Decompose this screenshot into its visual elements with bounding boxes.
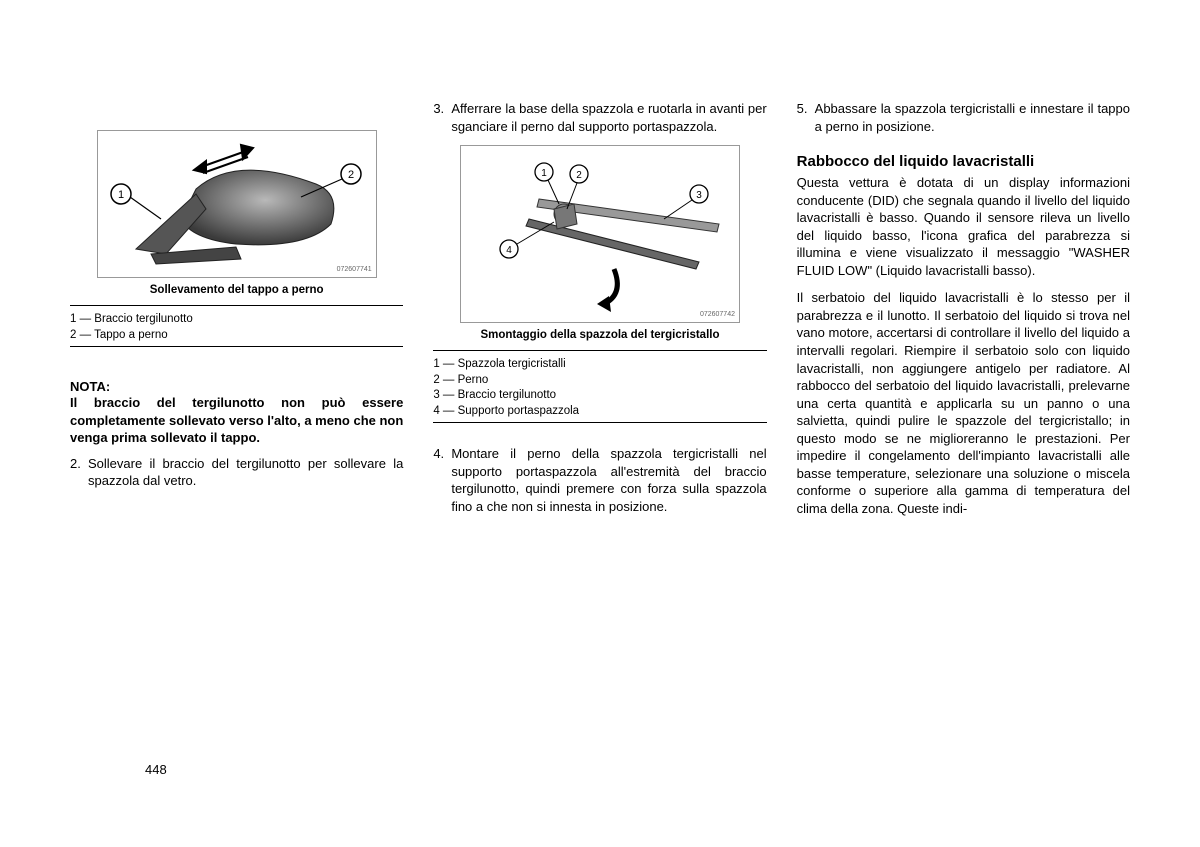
divider: [433, 422, 766, 423]
figure-2: 1 2 3 4 072607742 Smontaggio della spazz…: [433, 145, 766, 429]
list-number: 4.: [433, 445, 451, 515]
svg-text:1: 1: [118, 189, 124, 201]
svg-text:3: 3: [696, 190, 702, 201]
column-2: 3. Afferrare la base della spazzola e ru…: [433, 100, 766, 787]
divider: [70, 305, 403, 306]
section-heading: Rabbocco del liquido lavacristalli: [797, 153, 1130, 170]
figure-1-image: 1 2 072607741: [97, 130, 377, 278]
divider: [433, 350, 766, 351]
svg-text:2: 2: [348, 169, 354, 181]
list-item-2: 2. Sollevare il braccio del tergilunotto…: [70, 455, 403, 490]
figure-2-legend: 1 — Spazzola tergicristalli 2 — Perno 3 …: [433, 357, 766, 419]
nota-label: NOTA:: [70, 379, 403, 394]
legend-item: 3 — Braccio tergilunotto: [433, 388, 766, 404]
legend-item: 1 — Spazzola tergicristalli: [433, 357, 766, 373]
svg-text:2: 2: [576, 170, 582, 181]
page-container: 1 2 072607741 Sollevamento del tappo a p…: [70, 100, 1130, 787]
list-number: 5.: [797, 100, 815, 135]
list-text: Afferrare la base della spazzola e ruota…: [451, 100, 766, 135]
figure-1: 1 2 072607741 Sollevamento del tappo a p…: [70, 130, 403, 353]
list-text: Sollevare il braccio del tergilunotto pe…: [88, 455, 403, 490]
legend-item: 4 — Supporto portaspazzola: [433, 404, 766, 420]
legend-item: 1 — Braccio tergilunotto: [70, 312, 403, 328]
paragraph-1: Questa vettura è dotata di un display in…: [797, 174, 1130, 279]
paragraph-2: Il serbatoio del liquido lavacristalli è…: [797, 289, 1130, 517]
list-text: Abbassare la spazzola tergicristalli e i…: [815, 100, 1130, 135]
svg-text:1: 1: [541, 168, 547, 179]
svg-text:4: 4: [506, 245, 512, 256]
figure-1-legend: 1 — Braccio tergilunotto 2 — Tappo a per…: [70, 312, 403, 343]
divider: [70, 346, 403, 347]
figure-2-code: 072607742: [700, 311, 735, 318]
figure-1-code: 072607741: [337, 266, 372, 273]
column-1: 1 2 072607741 Sollevamento del tappo a p…: [70, 100, 403, 787]
list-text: Montare il perno della spazzola tergicri…: [451, 445, 766, 515]
nota-text: Il braccio del tergilunotto non può esse…: [70, 394, 403, 447]
figure-1-caption: Sollevamento del tappo a perno: [150, 284, 324, 296]
list-number: 2.: [70, 455, 88, 490]
list-item-5: 5. Abbassare la spazzola tergicristalli …: [797, 100, 1130, 135]
legend-item: 2 — Tappo a perno: [70, 328, 403, 344]
list-number: 3.: [433, 100, 451, 135]
legend-item: 2 — Perno: [433, 373, 766, 389]
list-item-4: 4. Montare il perno della spazzola tergi…: [433, 445, 766, 515]
list-item-3: 3. Afferrare la base della spazzola e ru…: [433, 100, 766, 135]
figure-2-image: 1 2 3 4 072607742: [460, 145, 740, 323]
page-number: 448: [145, 762, 167, 777]
column-3: 5. Abbassare la spazzola tergicristalli …: [797, 100, 1130, 787]
figure-2-caption: Smontaggio della spazzola del tergicrist…: [480, 329, 719, 341]
